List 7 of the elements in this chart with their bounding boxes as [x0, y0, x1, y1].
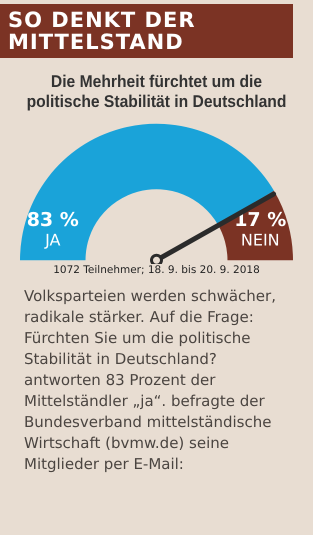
- data-label: 83 %: [26, 209, 79, 232]
- chart-title: SO DENKT DER MITTELSTAND: [0, 4, 293, 58]
- slice-label: NEIN: [240, 230, 280, 250]
- slice-label: JA: [44, 230, 60, 250]
- text: 1072 Teilnehmer; 18. 9. bis 20. 9. 2018: [52, 264, 261, 276]
- chart-subtitle: Die Mehrheit fürchtet um die politische Stabilität in Deutschland: [26, 72, 288, 112]
- text: Volksparteien werden schwächer, radikale stärker. Auf die Frage: Fürchten Sie um die politische Stabilität in Deutschland? antworten 83 Prozent der Mittelständler „ja“. befragte der Bundesverband mittelständische Wirtschaft (bvmw.de) seine Mitglieder per E-Mail:: [24, 287, 276, 473]
